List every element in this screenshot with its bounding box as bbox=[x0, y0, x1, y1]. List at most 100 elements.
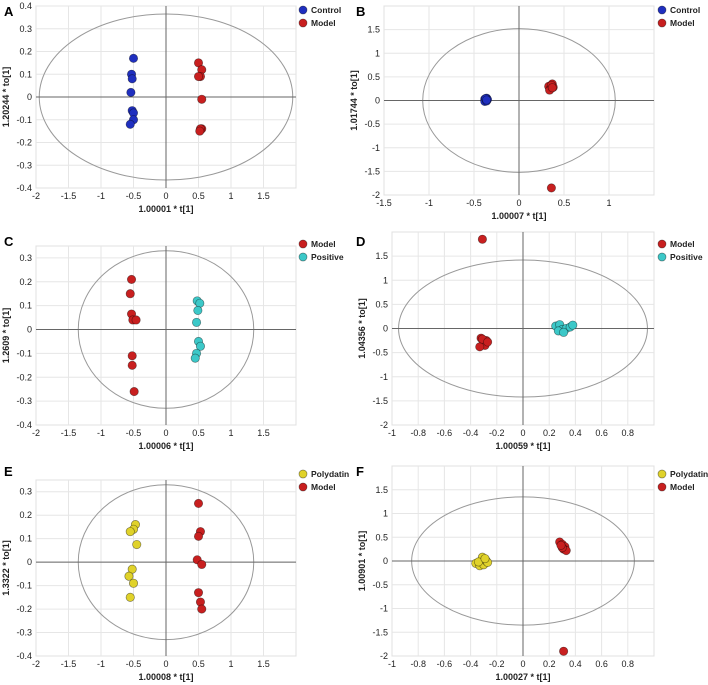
point-positive bbox=[559, 327, 569, 337]
x-tick-label: -1 bbox=[97, 659, 105, 669]
y-tick-label: 0 bbox=[27, 557, 32, 567]
x-tick-label: 1 bbox=[606, 198, 611, 208]
x-tick-label: -0.5 bbox=[126, 428, 142, 438]
y-tick-label: 0.2 bbox=[19, 277, 32, 287]
x-axis-title: 1.00059 * t[1] bbox=[495, 441, 550, 451]
y-tick-label: -0.4 bbox=[16, 420, 32, 430]
legend-label-control: Control bbox=[311, 5, 341, 15]
x-tick-label: -1 bbox=[97, 191, 105, 201]
y-tick-label: -0.2 bbox=[16, 604, 32, 614]
y-tick-label: 1 bbox=[375, 48, 380, 58]
y-tick-label: -0.3 bbox=[16, 628, 32, 638]
x-tick-label: 0.8 bbox=[622, 659, 635, 669]
x-tick-label: 0.6 bbox=[595, 428, 608, 438]
y-tick-label: -0.1 bbox=[16, 115, 32, 125]
point-model bbox=[477, 234, 487, 244]
x-tick-label: -1 bbox=[97, 428, 105, 438]
x-tick-label: -0.2 bbox=[489, 428, 505, 438]
legend-label-model: Model bbox=[311, 482, 336, 492]
x-tick-label: -2 bbox=[32, 659, 40, 669]
legend-marker-model bbox=[657, 482, 667, 492]
point-polydatin bbox=[125, 592, 135, 602]
y-tick-label: 0 bbox=[383, 556, 388, 566]
x-axis-title: 1.00027 * t[1] bbox=[495, 672, 550, 682]
y-tick-label: 0 bbox=[27, 92, 32, 102]
y-tick-label: 0.1 bbox=[19, 301, 32, 311]
point-model bbox=[193, 531, 204, 541]
x-tick-label: -1.5 bbox=[61, 428, 77, 438]
panel-e: E -2 -1.5 -1 -0.5 0 0.5 1 1.5 -0.4 -0.3 -0.2 -0.1 0 0.… bbox=[1, 464, 349, 682]
point-model bbox=[195, 126, 205, 136]
x-tick-label: -1 bbox=[388, 428, 396, 438]
y-tick-label: 0.2 bbox=[19, 510, 32, 520]
point-control bbox=[482, 95, 492, 105]
x-tick-label: -0.5 bbox=[126, 659, 142, 669]
point-polydatin bbox=[124, 571, 134, 581]
x-tick-label: 0 bbox=[520, 428, 525, 438]
x-tick-label: -2 bbox=[32, 428, 40, 438]
y-tick-label: -0.3 bbox=[16, 396, 32, 406]
y-tick-label: -0.5 bbox=[372, 348, 388, 358]
y-tick-label: 1 bbox=[383, 275, 388, 285]
point-polydatin bbox=[127, 564, 137, 574]
x-tick-label: 1 bbox=[228, 191, 233, 201]
y-tick-label: 0.1 bbox=[19, 69, 32, 79]
y-tick-label: -0.5 bbox=[372, 580, 388, 590]
legend-label-positive: Positive bbox=[311, 252, 344, 262]
panel-b: B-1.5 -1 -0.5 0 0.5 1-2-1.5-1-0.500.511.51.00… bbox=[349, 4, 700, 221]
legend-marker-polydatin bbox=[657, 469, 667, 479]
point-model bbox=[197, 604, 207, 614]
x-tick-label: -1.5 bbox=[61, 659, 77, 669]
point-model bbox=[556, 540, 566, 550]
legend-label-positive: Positive bbox=[670, 252, 703, 262]
point-model bbox=[559, 646, 569, 656]
panel-letter: E bbox=[4, 464, 13, 479]
x-tick-label: 1.5 bbox=[257, 428, 270, 438]
point-control bbox=[128, 53, 139, 63]
y-tick-label: 0.2 bbox=[19, 47, 32, 57]
y-tick-label: -0.2 bbox=[16, 138, 32, 148]
panel-c: C -2 -1.5 -1 -0.5 0 0.5 1 1.5 -0.4 -0.3 -0.2 -0.1 0 0.… bbox=[1, 234, 344, 451]
x-tick-label: -0.8 bbox=[410, 659, 426, 669]
point-model bbox=[475, 342, 485, 352]
y-tick-label: 0.4 bbox=[19, 1, 32, 11]
x-tick-label: -0.6 bbox=[437, 428, 453, 438]
y-axis-title: 1.20244 * to[1] bbox=[1, 67, 11, 128]
point-model bbox=[131, 315, 141, 325]
panel-letter: F bbox=[356, 464, 364, 479]
legend-label-model: Model bbox=[670, 482, 695, 492]
y-tick-label: 0.5 bbox=[367, 72, 380, 82]
y-tick-label: -1 bbox=[372, 143, 380, 153]
y-tick-label: 0.3 bbox=[19, 253, 32, 263]
x-axis-title: 1.00008 * t[1] bbox=[138, 672, 193, 682]
point-polydatin bbox=[132, 539, 142, 550]
legend-marker-control bbox=[657, 5, 667, 15]
legend-label-model: Model bbox=[670, 18, 695, 28]
point-model bbox=[193, 498, 204, 509]
point-control bbox=[127, 74, 137, 84]
y-axis-title: 1.3322 * to[1] bbox=[1, 540, 11, 596]
legend-marker-model bbox=[298, 239, 308, 249]
legend-marker-control bbox=[298, 5, 308, 15]
legend-label-model: Model bbox=[670, 239, 695, 249]
legend-marker-model bbox=[657, 239, 667, 249]
y-tick-label: -1.5 bbox=[364, 166, 380, 176]
y-tick-label: 0 bbox=[27, 325, 32, 335]
legend-label-control: Control bbox=[670, 5, 700, 15]
y-tick-label: 0.3 bbox=[19, 487, 32, 497]
x-axis-title: 1.00001 * t[1] bbox=[138, 204, 193, 214]
point-model bbox=[197, 94, 207, 104]
point-polydatin bbox=[125, 527, 135, 537]
y-tick-label: -0.4 bbox=[16, 183, 32, 193]
point-positive bbox=[190, 353, 200, 363]
x-tick-label: 1 bbox=[228, 428, 233, 438]
x-tick-label: 0 bbox=[163, 191, 168, 201]
y-tick-label: -0.1 bbox=[16, 348, 32, 358]
y-tick-label: 0 bbox=[375, 96, 380, 106]
y-tick-label: 0.5 bbox=[375, 299, 388, 309]
y-tick-label: -0.2 bbox=[16, 372, 32, 382]
y-tick-label: -2 bbox=[380, 651, 388, 661]
x-tick-label: 0.5 bbox=[192, 428, 205, 438]
point-polydatin bbox=[480, 554, 490, 564]
